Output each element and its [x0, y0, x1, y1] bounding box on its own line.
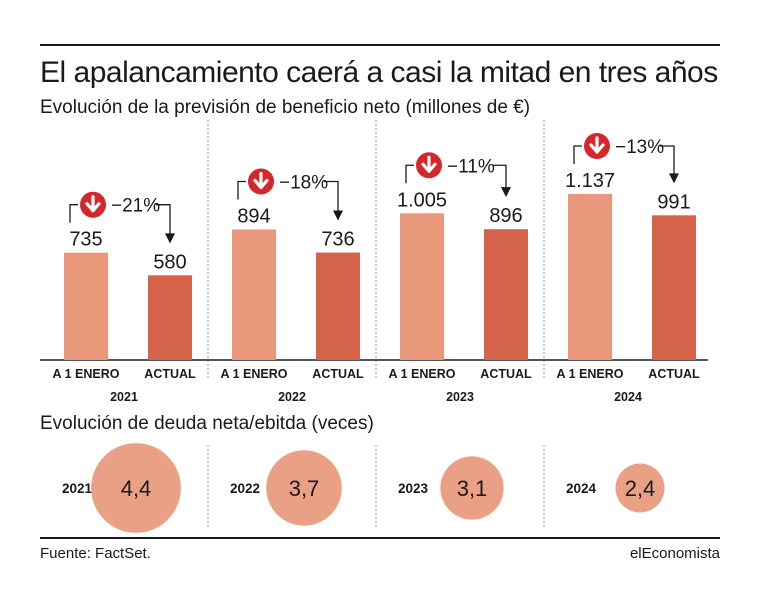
- top-rule: [40, 44, 720, 46]
- change-label: −11%: [447, 156, 495, 177]
- bar-actual: [484, 229, 528, 360]
- bar-initial: [400, 213, 444, 360]
- change-label: −18%: [279, 172, 328, 193]
- bar-initial: [232, 229, 276, 360]
- value-label-initial: 735: [69, 229, 102, 251]
- bubble-value-label: 4,4: [121, 476, 152, 501]
- bar-initial: [568, 193, 612, 360]
- down-arrow-glyph: [85, 195, 101, 213]
- change-label: −13%: [615, 137, 664, 158]
- category-label: A 1 ENERO: [389, 367, 456, 381]
- brand-label: elEconomista: [629, 545, 720, 562]
- value-label-initial: 894: [237, 205, 270, 227]
- category-label: A 1 ENERO: [557, 367, 624, 381]
- value-label-initial: 1.137: [565, 170, 615, 192]
- bottom-rule: [40, 537, 720, 539]
- bar-initial: [64, 252, 108, 360]
- year-label: 2022: [278, 390, 306, 404]
- source-note: Fuente: FactSet.: [40, 545, 151, 562]
- down-arrow-glyph: [253, 171, 269, 190]
- bar-actual: [316, 252, 360, 360]
- category-label: A 1 ENERO: [53, 367, 120, 381]
- year-label: 2021: [110, 390, 138, 404]
- bar-actual: [148, 275, 192, 360]
- ratio-bubble: [440, 456, 504, 520]
- category-label: A 1 ENERO: [221, 367, 288, 381]
- ratio-bubble: [615, 463, 665, 513]
- change-bracket-left: [405, 164, 414, 184]
- bubble-value-label: 3,7: [289, 476, 320, 501]
- category-label: ACTUAL: [144, 367, 196, 381]
- bar-actual: [652, 215, 696, 360]
- down-arrow-glyph: [421, 155, 437, 173]
- category-label: ACTUAL: [648, 367, 700, 381]
- debt-subtitle: Evolución de deuda neta/ebitda (veces): [40, 413, 374, 434]
- year-label: 2023: [446, 390, 474, 404]
- bubble-year-label: 2021: [62, 481, 93, 496]
- bubble-value-label: 3,1: [457, 476, 488, 501]
- down-arrow-glyph: [589, 136, 605, 154]
- change-arrowhead: [165, 233, 175, 244]
- bubble-value-label: 2,4: [625, 476, 656, 501]
- value-label-actual: 896: [489, 205, 522, 227]
- change-arrowhead: [669, 173, 679, 184]
- ratio-bubble: [91, 443, 181, 533]
- change-arrowhead: [333, 210, 343, 221]
- year-label: 2024: [614, 390, 642, 404]
- category-label: ACTUAL: [312, 367, 364, 381]
- change-bracket-left: [573, 145, 582, 164]
- change-bracket-right: [156, 204, 171, 236]
- change-bracket-right: [660, 145, 675, 176]
- change-bracket-left: [237, 180, 246, 200]
- change-bracket-left: [69, 204, 78, 223]
- change-arrowhead: [501, 187, 511, 198]
- chart-subtitle: Evolución de la previsión de beneficio n…: [40, 97, 531, 118]
- ratio-bubble: [266, 450, 342, 526]
- bubble-year-label: 2023: [398, 481, 429, 496]
- bubble-year-label: 2022: [230, 481, 260, 496]
- change-bracket-right: [492, 164, 507, 190]
- change-label: −21%: [111, 196, 160, 217]
- value-label-actual: 736: [321, 229, 354, 251]
- value-label-initial: 1.005: [397, 189, 447, 211]
- value-label-actual: 580: [153, 251, 186, 273]
- change-bracket-right: [324, 180, 339, 213]
- category-label: ACTUAL: [480, 367, 532, 381]
- chart-title: El apalancamiento caerá a casi la mitad …: [40, 56, 718, 89]
- bubble-year-label: 2024: [566, 481, 597, 496]
- value-label-actual: 991: [657, 191, 690, 213]
